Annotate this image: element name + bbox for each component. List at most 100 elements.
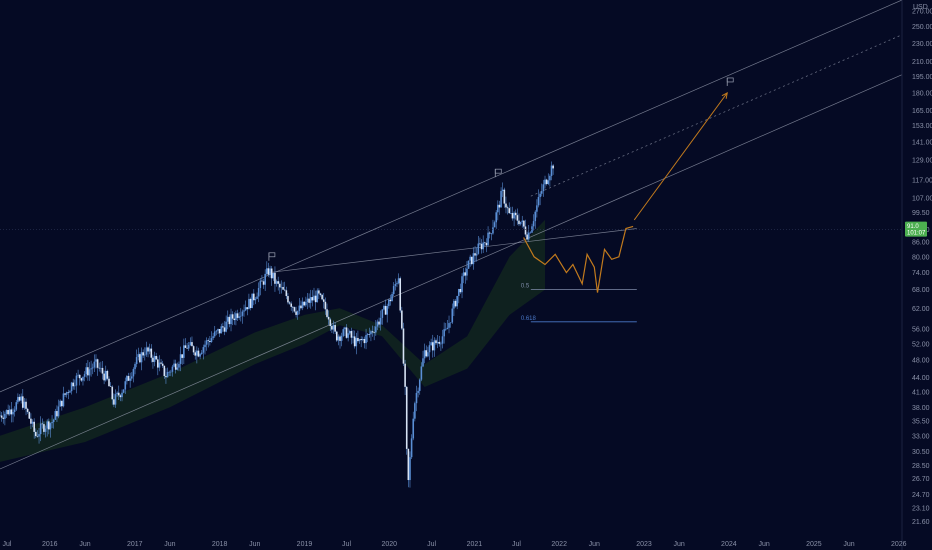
flag-icon[interactable] bbox=[726, 77, 734, 86]
candle bbox=[360, 336, 362, 348]
candle bbox=[17, 393, 19, 405]
candle bbox=[441, 329, 444, 349]
candle-body bbox=[222, 326, 224, 328]
candle bbox=[5, 409, 8, 418]
candle-body bbox=[155, 355, 157, 360]
channel-line[interactable] bbox=[0, 74, 903, 470]
candle bbox=[282, 282, 284, 290]
candle-body bbox=[108, 378, 110, 387]
candle bbox=[2, 410, 5, 424]
candle-body bbox=[384, 305, 387, 315]
candle-body bbox=[178, 363, 180, 368]
flag-markers[interactable] bbox=[268, 77, 734, 261]
candle-body bbox=[545, 179, 548, 185]
candle bbox=[267, 262, 270, 278]
flag-icon[interactable] bbox=[494, 168, 502, 178]
candle-body bbox=[106, 370, 109, 379]
candle-body bbox=[518, 220, 520, 225]
price-axis[interactable]: 270.00 250.00 230.00 210.00 195.00 180.00 165.… bbox=[912, 8, 932, 526]
candle-body bbox=[25, 401, 27, 409]
candle-body bbox=[90, 368, 92, 370]
candle-body bbox=[316, 290, 319, 303]
candle-body bbox=[422, 358, 424, 367]
candle bbox=[357, 330, 359, 343]
candle-body bbox=[20, 396, 22, 401]
candle bbox=[91, 363, 94, 375]
candle bbox=[510, 206, 512, 215]
channel-line[interactable] bbox=[268, 228, 637, 273]
candle-body bbox=[433, 340, 436, 351]
candle bbox=[410, 434, 413, 459]
candle bbox=[298, 298, 301, 315]
time-axis[interactable]: Jul 2016 Jun 2017 Jun 2018 Jun 2019 Jul 2020 Jul 20… bbox=[2, 541, 906, 548]
candle bbox=[544, 175, 546, 189]
candle bbox=[448, 315, 450, 334]
candle-body bbox=[88, 369, 91, 376]
candle bbox=[537, 189, 540, 208]
candle-body bbox=[420, 366, 423, 380]
candle bbox=[197, 347, 200, 358]
candle bbox=[67, 389, 70, 400]
candle-body bbox=[18, 396, 21, 401]
candle bbox=[108, 376, 110, 387]
candle bbox=[480, 239, 483, 254]
candle-body bbox=[552, 165, 554, 169]
candle-body bbox=[135, 357, 138, 365]
candle-body bbox=[388, 299, 390, 307]
candle-body bbox=[381, 309, 384, 318]
projection-path[interactable] bbox=[523, 225, 634, 293]
candle bbox=[293, 306, 296, 313]
candle bbox=[0, 411, 1, 417]
candle-body bbox=[402, 328, 405, 364]
candle bbox=[471, 256, 473, 266]
candle-body bbox=[41, 423, 44, 425]
candle bbox=[392, 282, 395, 297]
candle bbox=[431, 334, 434, 358]
candle-body bbox=[427, 352, 429, 357]
candle-body bbox=[453, 300, 455, 309]
candle bbox=[526, 231, 528, 241]
trend-channels[interactable] bbox=[0, 0, 903, 470]
target-arrow-line[interactable] bbox=[633, 92, 728, 221]
candle-body bbox=[505, 203, 507, 208]
candle-body bbox=[485, 242, 488, 246]
candle-body bbox=[448, 323, 450, 328]
flag-icon[interactable] bbox=[268, 252, 276, 261]
candle bbox=[550, 161, 553, 181]
candle-body bbox=[285, 290, 288, 297]
candle bbox=[189, 337, 192, 347]
candle bbox=[358, 338, 361, 344]
candle-body bbox=[196, 350, 198, 356]
candle bbox=[449, 322, 452, 328]
candle-body bbox=[288, 302, 291, 304]
candle-body bbox=[187, 345, 190, 349]
candle-body bbox=[342, 329, 345, 336]
candle-body bbox=[352, 336, 354, 338]
channel-line[interactable] bbox=[0, 0, 903, 393]
candle-body bbox=[277, 281, 279, 284]
candle-body bbox=[101, 367, 104, 374]
candle-body bbox=[484, 242, 486, 244]
candle bbox=[524, 219, 527, 237]
candle bbox=[69, 389, 71, 393]
projection-line[interactable] bbox=[523, 225, 634, 293]
candle bbox=[303, 301, 306, 307]
candle bbox=[409, 451, 411, 488]
target-arrow[interactable] bbox=[633, 91, 728, 221]
candle bbox=[420, 362, 423, 382]
candle-body bbox=[252, 293, 255, 301]
candle bbox=[353, 330, 356, 349]
candle bbox=[124, 377, 127, 394]
fibonacci-levels[interactable]: 0.5 0.618 bbox=[521, 284, 637, 323]
candle bbox=[514, 209, 517, 220]
candle-body bbox=[124, 381, 127, 390]
candle bbox=[418, 378, 421, 395]
candle bbox=[456, 295, 458, 310]
candle bbox=[150, 344, 153, 363]
candle-body bbox=[415, 392, 418, 404]
candle-body bbox=[44, 428, 47, 432]
candle-body bbox=[100, 367, 102, 369]
cloud-band bbox=[0, 219, 545, 462]
candle bbox=[202, 344, 205, 360]
